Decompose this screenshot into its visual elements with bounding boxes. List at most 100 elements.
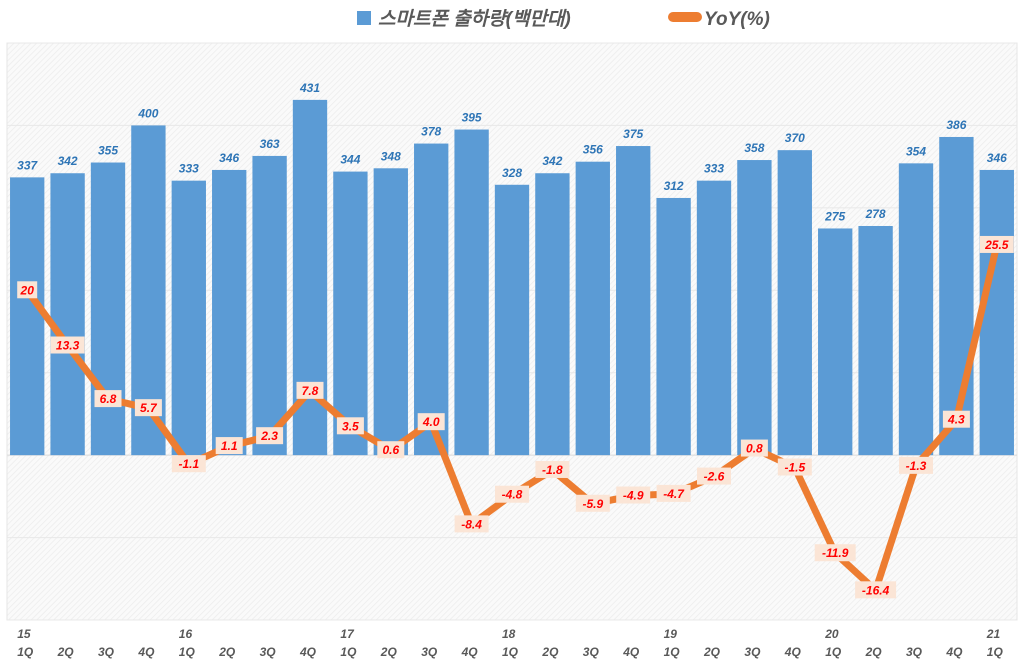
bar (333, 171, 368, 456)
line-data-label-bg (454, 515, 489, 533)
bar (90, 162, 126, 456)
bar-data-label: 431 (299, 81, 320, 95)
x-year-label: 21 (986, 627, 1001, 641)
x-tick-label: 4Q (622, 645, 640, 659)
line-point: 13.3 (50, 336, 85, 354)
line-point: 25.5 (979, 235, 1014, 253)
bar (171, 180, 206, 456)
line-point: 7.8 (296, 381, 324, 399)
x-year-label: 16 (179, 627, 193, 641)
bar-data-label: 354 (906, 144, 926, 158)
bar-data-label: 344 (340, 153, 360, 167)
line-point: -16.4 (855, 581, 897, 599)
bar-data-label: 375 (623, 127, 643, 141)
line-point: -4.9 (616, 486, 651, 504)
x-tick-label: 1Q (17, 645, 34, 659)
line-data-label-bg (814, 544, 856, 562)
legend-line-swatch (668, 12, 702, 22)
x-year-label: 20 (824, 627, 839, 641)
x-tick-label: 4Q (784, 645, 802, 659)
x-tick-label: 2Q (380, 645, 398, 659)
line-data-label: -4.7 (663, 487, 685, 501)
bar-data-label: 358 (744, 141, 764, 155)
line-data-label-bg (134, 399, 162, 417)
line-data-label: 4.0 (422, 415, 440, 429)
line-point: -4.8 (495, 485, 529, 503)
line-point: 1.1 (215, 437, 243, 455)
line-data-label: -2.6 (704, 470, 725, 484)
bar-data-label: 275 (824, 209, 845, 223)
line-data-label: -1.8 (542, 463, 563, 477)
bar (979, 169, 1014, 456)
line-data-label: -1.1 (178, 457, 199, 471)
bar (535, 173, 570, 456)
bar (252, 155, 287, 456)
bar-data-label: 370 (785, 131, 805, 145)
line-data-label: 4.3 (947, 413, 965, 427)
bar (656, 197, 691, 456)
line-data-label: -11.9 (822, 546, 849, 560)
line-point: 0.6 (377, 441, 405, 459)
x-tick-label: 1Q (664, 645, 681, 659)
bar (858, 225, 893, 456)
x-tick-label: 1Q (825, 645, 842, 659)
line-data-label-bg (417, 413, 445, 431)
line-data-label-bg (171, 455, 206, 473)
bar (212, 169, 247, 456)
line-point: 4.3 (942, 410, 970, 428)
line-data-label: 13.3 (56, 339, 80, 353)
line-data-label-bg (495, 485, 529, 503)
line-series: 20 13.3 6.8 5.7 -1.1 1.1 2.3 7.8 3.5 0.6 4.0 -8.4 -4… (17, 235, 1014, 599)
line-data-label-bg (377, 441, 405, 459)
line-data-label: -8.4 (461, 517, 482, 531)
line-data-label: 0.8 (746, 442, 763, 456)
bar (10, 177, 45, 456)
x-tick-label: 3Q (260, 645, 277, 659)
line-data-label-bg (979, 235, 1014, 253)
line-point: -1.3 (899, 456, 933, 474)
line-point: -2.6 (697, 467, 731, 485)
line-data-label-bg (899, 456, 933, 474)
x-tick-label: 2Q (541, 645, 559, 659)
line-point: 2.3 (256, 427, 284, 445)
bar-data-label: 346 (987, 151, 1007, 165)
bar-data-label: 400 (137, 106, 158, 120)
line-point: -1.8 (535, 460, 570, 478)
line-data-label-bg (50, 336, 85, 354)
line-data-label: -4.9 (623, 489, 644, 503)
bar-data-label: 395 (462, 111, 482, 125)
bar-data-label: 346 (219, 151, 239, 165)
x-year-label: 15 (17, 627, 31, 641)
bar (494, 184, 530, 456)
line-point: 20 (17, 281, 38, 299)
bar (414, 143, 449, 456)
line-data-label: 7.8 (302, 384, 319, 398)
x-tick-label: 3Q (421, 645, 438, 659)
line-data-label-bg (656, 484, 691, 502)
x-axis: 15 1Q 2Q 3Q 4Q 16 1Q 2Q 3Q 4Q 17 1Q 2Q 3Q 4Q 18 1Q 2Q 3Q 4Q… (17, 627, 1003, 659)
bar (818, 228, 853, 456)
x-tick-label: 2Q (218, 645, 236, 659)
line-point: -1.5 (777, 458, 812, 476)
bar (454, 129, 489, 456)
bar-data-label: 342 (542, 154, 562, 168)
x-tick-label: 3Q (906, 645, 923, 659)
x-tick-label: 1Q (502, 645, 519, 659)
line-point: 4.0 (417, 413, 445, 431)
line-data-label-bg (942, 410, 970, 428)
x-tick-label: 1Q (179, 645, 196, 659)
bar-data-label: 312 (664, 179, 684, 193)
bar (616, 146, 651, 456)
x-tick-label: 3Q (744, 645, 761, 659)
line-data-label: 25.5 (984, 238, 1009, 252)
bar (575, 161, 610, 456)
line-data-label: 20 (20, 283, 35, 297)
bar-data-label: 342 (58, 154, 78, 168)
bar (737, 160, 772, 456)
line-data-label-bg (17, 281, 38, 299)
bar-data-label: 328 (502, 166, 522, 180)
bar (939, 136, 974, 456)
x-tick-label: 4Q (299, 645, 317, 659)
bar-data-label: 356 (583, 143, 603, 157)
x-tick-label: 4Q (137, 645, 155, 659)
